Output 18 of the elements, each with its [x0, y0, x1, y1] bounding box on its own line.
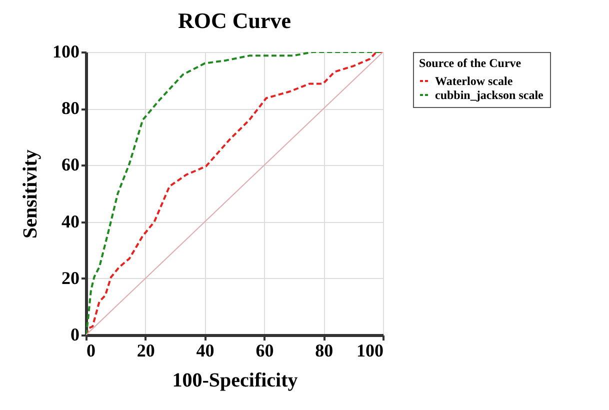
x-tick-label: 100 [356, 340, 384, 360]
legend-title: Source of the Curve [419, 56, 522, 70]
x-tick-label: 80 [315, 340, 334, 360]
x-tick-label: 20 [136, 340, 155, 360]
x-tick-label: 40 [196, 340, 214, 360]
x-tick-label: 0 [86, 340, 96, 360]
y-tick-label: 80 [62, 98, 80, 118]
y-axis-title: Sensitivity [20, 150, 42, 238]
y-tick-label: 20 [62, 268, 80, 288]
x-tick-label: 60 [256, 340, 274, 360]
y-tick-label: 0 [70, 324, 80, 344]
legend-label: cubbin_jackson scale [435, 88, 544, 102]
y-tick-label: 60 [62, 154, 80, 175]
legend-label: Waterlow scale [435, 74, 514, 88]
x-axis-title: 100-Specificity [172, 370, 298, 392]
y-tick-label: 40 [62, 211, 80, 232]
chart-title: ROC Curve [178, 8, 292, 33]
y-tick-label: 100 [52, 42, 80, 62]
